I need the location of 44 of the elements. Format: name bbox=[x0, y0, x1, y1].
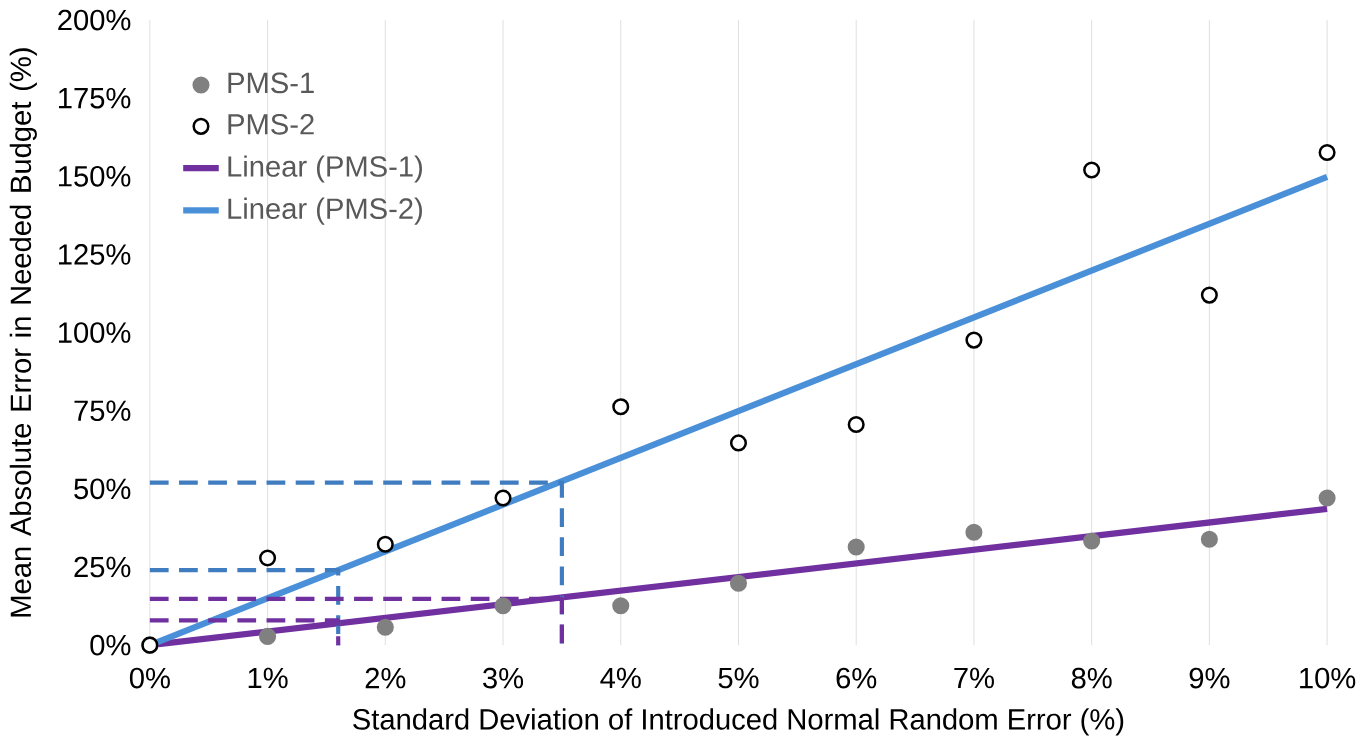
point bbox=[494, 597, 512, 615]
legend-label: PMS-2 bbox=[228, 113, 314, 135]
point bbox=[729, 434, 748, 452]
point bbox=[1083, 161, 1101, 179]
x-tick-label: 9% bbox=[1189, 667, 1230, 689]
point bbox=[847, 415, 865, 433]
x-tick-label: 6% bbox=[836, 667, 877, 689]
legend-label: Linear (PMS-2) bbox=[228, 197, 422, 225]
x-tick-label: 5% bbox=[718, 667, 759, 689]
y-tick-label: 200% bbox=[58, 9, 131, 31]
x-tick-label: 7% bbox=[954, 667, 994, 689]
point bbox=[1083, 532, 1101, 550]
y-tick-label: 150% bbox=[59, 165, 131, 187]
point bbox=[376, 535, 394, 553]
point bbox=[259, 549, 277, 567]
x-tick-label: 2% bbox=[365, 667, 406, 689]
point bbox=[494, 489, 512, 507]
legend-label: Linear (PMS-1) bbox=[228, 155, 422, 183]
point bbox=[259, 627, 277, 645]
y-tick-label: 75% bbox=[74, 400, 131, 421]
point bbox=[376, 618, 394, 636]
point bbox=[612, 597, 630, 615]
y-tick-label: 25% bbox=[74, 556, 131, 578]
point bbox=[612, 398, 630, 416]
point bbox=[1200, 286, 1218, 304]
point bbox=[1200, 530, 1218, 548]
y-tick-label: 50% bbox=[74, 478, 131, 500]
legend-label: PMS-1 bbox=[228, 72, 314, 94]
x-tick-label: 3% bbox=[483, 667, 524, 689]
y-tick-label: 0% bbox=[90, 634, 131, 656]
y-axis-title: Mean Absolute Error in Needed Budget (%) bbox=[9, 48, 37, 617]
x-tick-label: 10% bbox=[1300, 667, 1356, 689]
x-axis-title: Standard Deviation of Introduced Normal Random Error (%) bbox=[353, 708, 1124, 736]
x-tick-label: 8% bbox=[1071, 667, 1112, 689]
y-tick-label: 175% bbox=[59, 87, 131, 109]
point bbox=[729, 574, 748, 592]
x-tick-label: 0% bbox=[129, 667, 170, 689]
point bbox=[847, 538, 865, 556]
x-tick-label: 1% bbox=[248, 667, 288, 689]
x-tick-label: 4% bbox=[600, 667, 641, 689]
y-tick-label: 125% bbox=[59, 244, 131, 265]
point bbox=[965, 331, 983, 349]
y-tick-label: 100% bbox=[59, 322, 131, 343]
point bbox=[965, 523, 983, 541]
